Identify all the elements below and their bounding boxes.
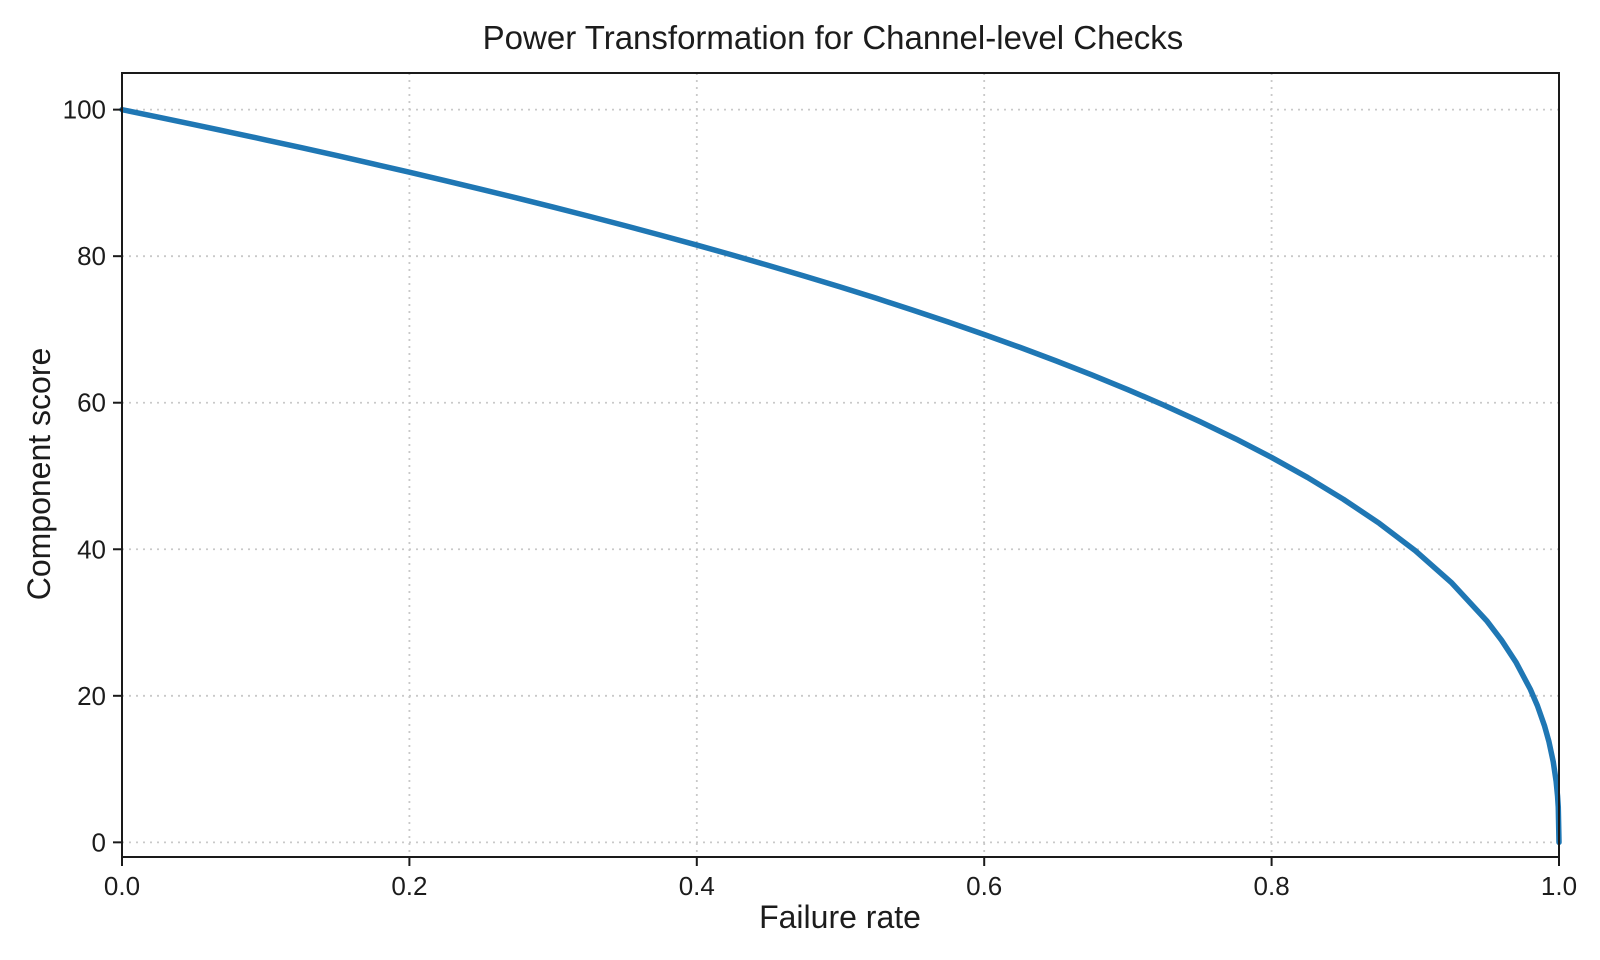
x-tick-label: 0.4 [679,871,715,901]
x-tick-label: 0.8 [1254,871,1290,901]
x-tick-label: 0.6 [966,871,1002,901]
x-tick-label: 0.2 [391,871,427,901]
y-tick-label: 40 [77,534,106,564]
x-axis-label: Failure rate [759,899,921,935]
plot-border [121,72,1560,858]
y-tick-label: 100 [63,95,106,125]
y-tick-label: 60 [77,388,106,418]
plot-area [122,73,1559,857]
series-group [119,106,1562,846]
y-tick-label: 0 [92,827,106,857]
x-tick-label: 1.0 [1541,871,1577,901]
y-tick-label: 20 [77,681,106,711]
x-tick-label: 0.0 [104,871,140,901]
y-axis-label: Component score [21,348,57,601]
power-transform-curve [119,106,1562,846]
tick-marks [113,108,1560,866]
chart-title: Power Transformation for Channel-level C… [483,19,1184,56]
y-tick-label: 80 [77,241,106,271]
gridlines [121,73,1560,857]
tick-labels: 0.0 0.2 0.4 0.6 0.8 1.0 0 20 40 60 80 100 [63,95,1577,901]
